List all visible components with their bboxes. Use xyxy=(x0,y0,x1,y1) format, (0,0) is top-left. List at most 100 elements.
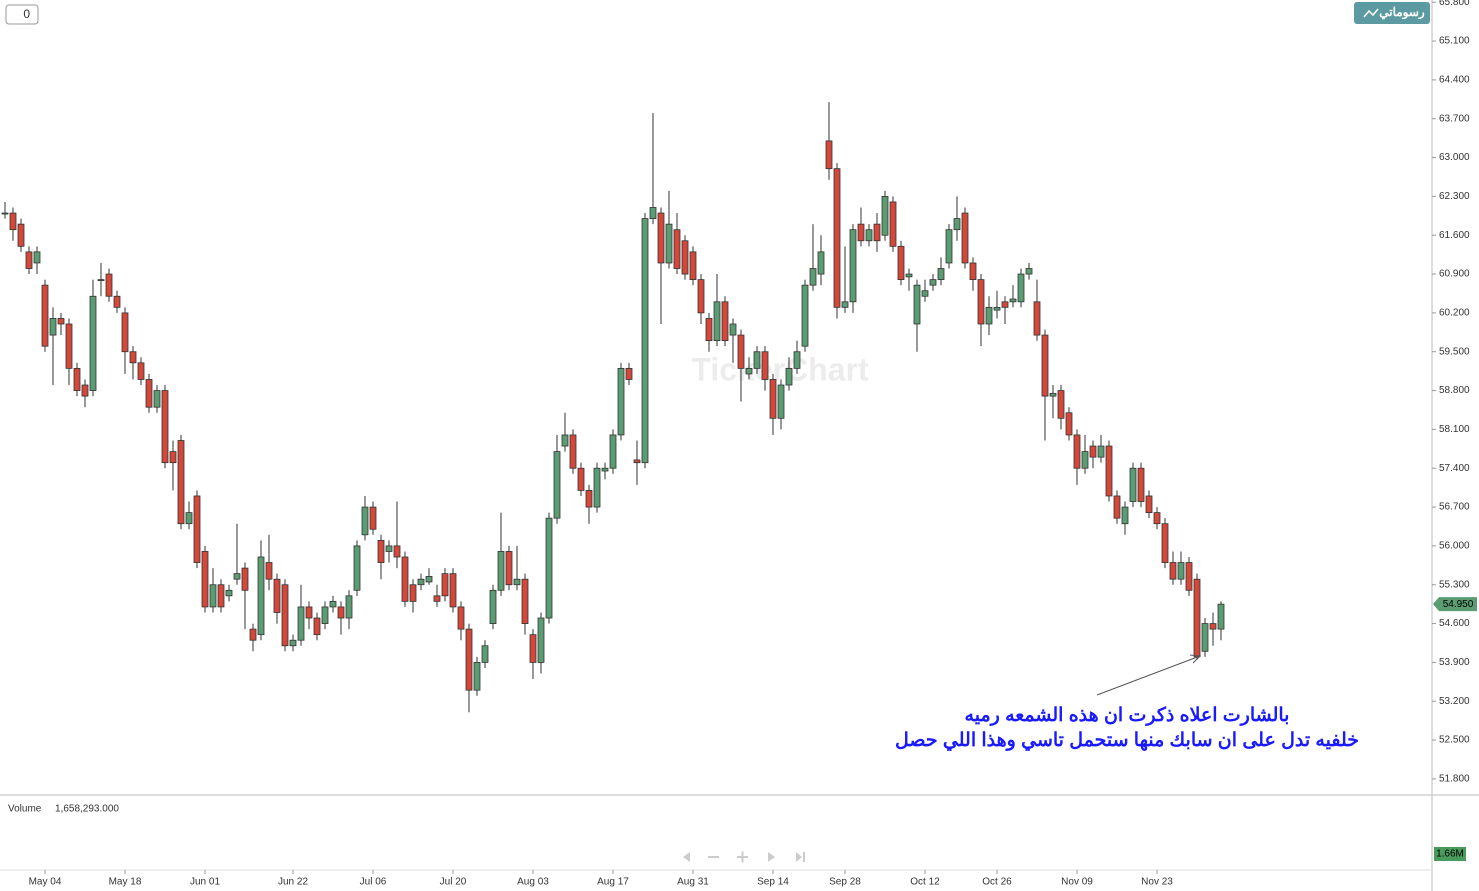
candle-body xyxy=(409,584,417,602)
candle-body xyxy=(985,306,993,325)
candle-body xyxy=(345,595,353,619)
candle-body xyxy=(865,229,873,242)
counter-box[interactable] xyxy=(5,4,39,25)
y-tick-label: 53.200 xyxy=(1439,696,1470,707)
nav-zoom-out[interactable] xyxy=(708,856,719,858)
candle-body xyxy=(113,295,121,308)
x-tick-label: Jul 06 xyxy=(360,877,387,888)
candle-body xyxy=(705,318,713,342)
candle-body xyxy=(1113,495,1121,519)
candle-body xyxy=(921,290,929,297)
nav-zoom-in[interactable] xyxy=(737,851,748,863)
candle-body xyxy=(305,606,313,619)
candle-body xyxy=(177,440,185,525)
candle-body xyxy=(745,367,753,375)
candle-body xyxy=(665,223,673,264)
candle-body xyxy=(89,295,97,391)
candle-body xyxy=(465,628,473,691)
watermark: TickerChart xyxy=(691,351,869,387)
last-price-label: 54.950 xyxy=(1443,599,1474,610)
candle-body xyxy=(481,645,489,663)
candle-body xyxy=(1161,523,1169,563)
candle-body xyxy=(825,140,833,170)
candle-body xyxy=(249,628,257,641)
candle-body xyxy=(945,229,953,264)
annotation-arrowhead xyxy=(1189,654,1202,664)
candle-body xyxy=(25,251,33,269)
candle-body xyxy=(1185,562,1193,591)
x-tick-label: Nov 09 xyxy=(1061,877,1093,888)
candle-body xyxy=(817,251,825,275)
y-tick-label: 60.900 xyxy=(1439,269,1470,280)
volume-total: 1,658,293.000 xyxy=(55,804,119,815)
candle-body xyxy=(537,617,545,663)
candle-body xyxy=(793,351,801,369)
y-tick-label: 56.000 xyxy=(1439,541,1470,552)
navigation xyxy=(683,851,805,863)
x-tick-label: Nov 23 xyxy=(1141,877,1173,888)
y-tick-label: 57.400 xyxy=(1439,463,1470,474)
candle-body xyxy=(1081,451,1089,469)
nav-next[interactable] xyxy=(768,852,775,862)
candle-body xyxy=(1201,623,1209,652)
candle-body xyxy=(657,212,665,264)
candle-body xyxy=(65,323,73,369)
candle-body xyxy=(761,351,769,380)
button-icon xyxy=(1363,8,1379,18)
candle-body xyxy=(81,384,89,397)
candle-body xyxy=(601,467,609,472)
nav-prev[interactable] xyxy=(683,852,690,862)
candle-body xyxy=(225,589,233,597)
nav-end[interactable] xyxy=(796,852,805,862)
candle-body xyxy=(353,545,361,591)
counter: 0 xyxy=(23,7,30,21)
candle-body xyxy=(561,434,569,447)
y-tick-label: 60.200 xyxy=(1439,308,1470,319)
candle-body xyxy=(609,434,617,469)
candle-body xyxy=(937,268,945,281)
candle-body xyxy=(1105,445,1113,497)
candle-body xyxy=(121,312,129,353)
y-tick-label: 63.700 xyxy=(1439,113,1470,124)
annotation-line: بالشارت اعلاه ذكرت ان هذه الشمعه رميه xyxy=(965,705,1290,726)
y-tick-label: 52.500 xyxy=(1439,735,1470,746)
candle-body xyxy=(321,606,329,624)
candle-body xyxy=(769,379,777,419)
candle-body xyxy=(193,495,201,563)
candle-body xyxy=(1049,392,1057,397)
candle-body xyxy=(1065,412,1073,436)
candle-body xyxy=(97,279,105,282)
candle-body xyxy=(1153,512,1161,525)
candle-body xyxy=(617,367,625,436)
candle-body xyxy=(361,506,369,536)
candle-body xyxy=(521,578,529,624)
candle-body xyxy=(449,573,457,608)
candle-body xyxy=(9,212,17,231)
x-tick-label: Jul 20 xyxy=(440,877,467,888)
candle-body xyxy=(689,251,697,281)
candle-body xyxy=(585,490,593,508)
candle-body xyxy=(433,595,441,602)
candle-body xyxy=(1193,578,1201,658)
candle-body xyxy=(217,584,225,608)
candle-body xyxy=(577,467,585,491)
drawings-button[interactable] xyxy=(1354,2,1430,24)
x-tick-label: May 04 xyxy=(29,877,62,888)
candle-body xyxy=(721,301,729,342)
candle-body xyxy=(1129,467,1137,502)
candle-body xyxy=(289,639,297,647)
candle-body xyxy=(1,212,9,215)
volume-axis-label: 1.66M xyxy=(1436,849,1464,860)
candle-body xyxy=(1009,298,1017,303)
candle-body xyxy=(1217,603,1225,630)
candle-body xyxy=(737,334,745,369)
y-tick-label: 61.600 xyxy=(1439,230,1470,241)
candle-body xyxy=(457,606,465,630)
x-tick-label: Jun 22 xyxy=(278,877,308,888)
candle-body xyxy=(313,617,321,636)
candle-body xyxy=(1145,495,1153,514)
candle-body xyxy=(73,367,81,391)
candle-body xyxy=(569,434,577,469)
candle-body xyxy=(897,245,905,281)
candle-body xyxy=(145,379,153,408)
